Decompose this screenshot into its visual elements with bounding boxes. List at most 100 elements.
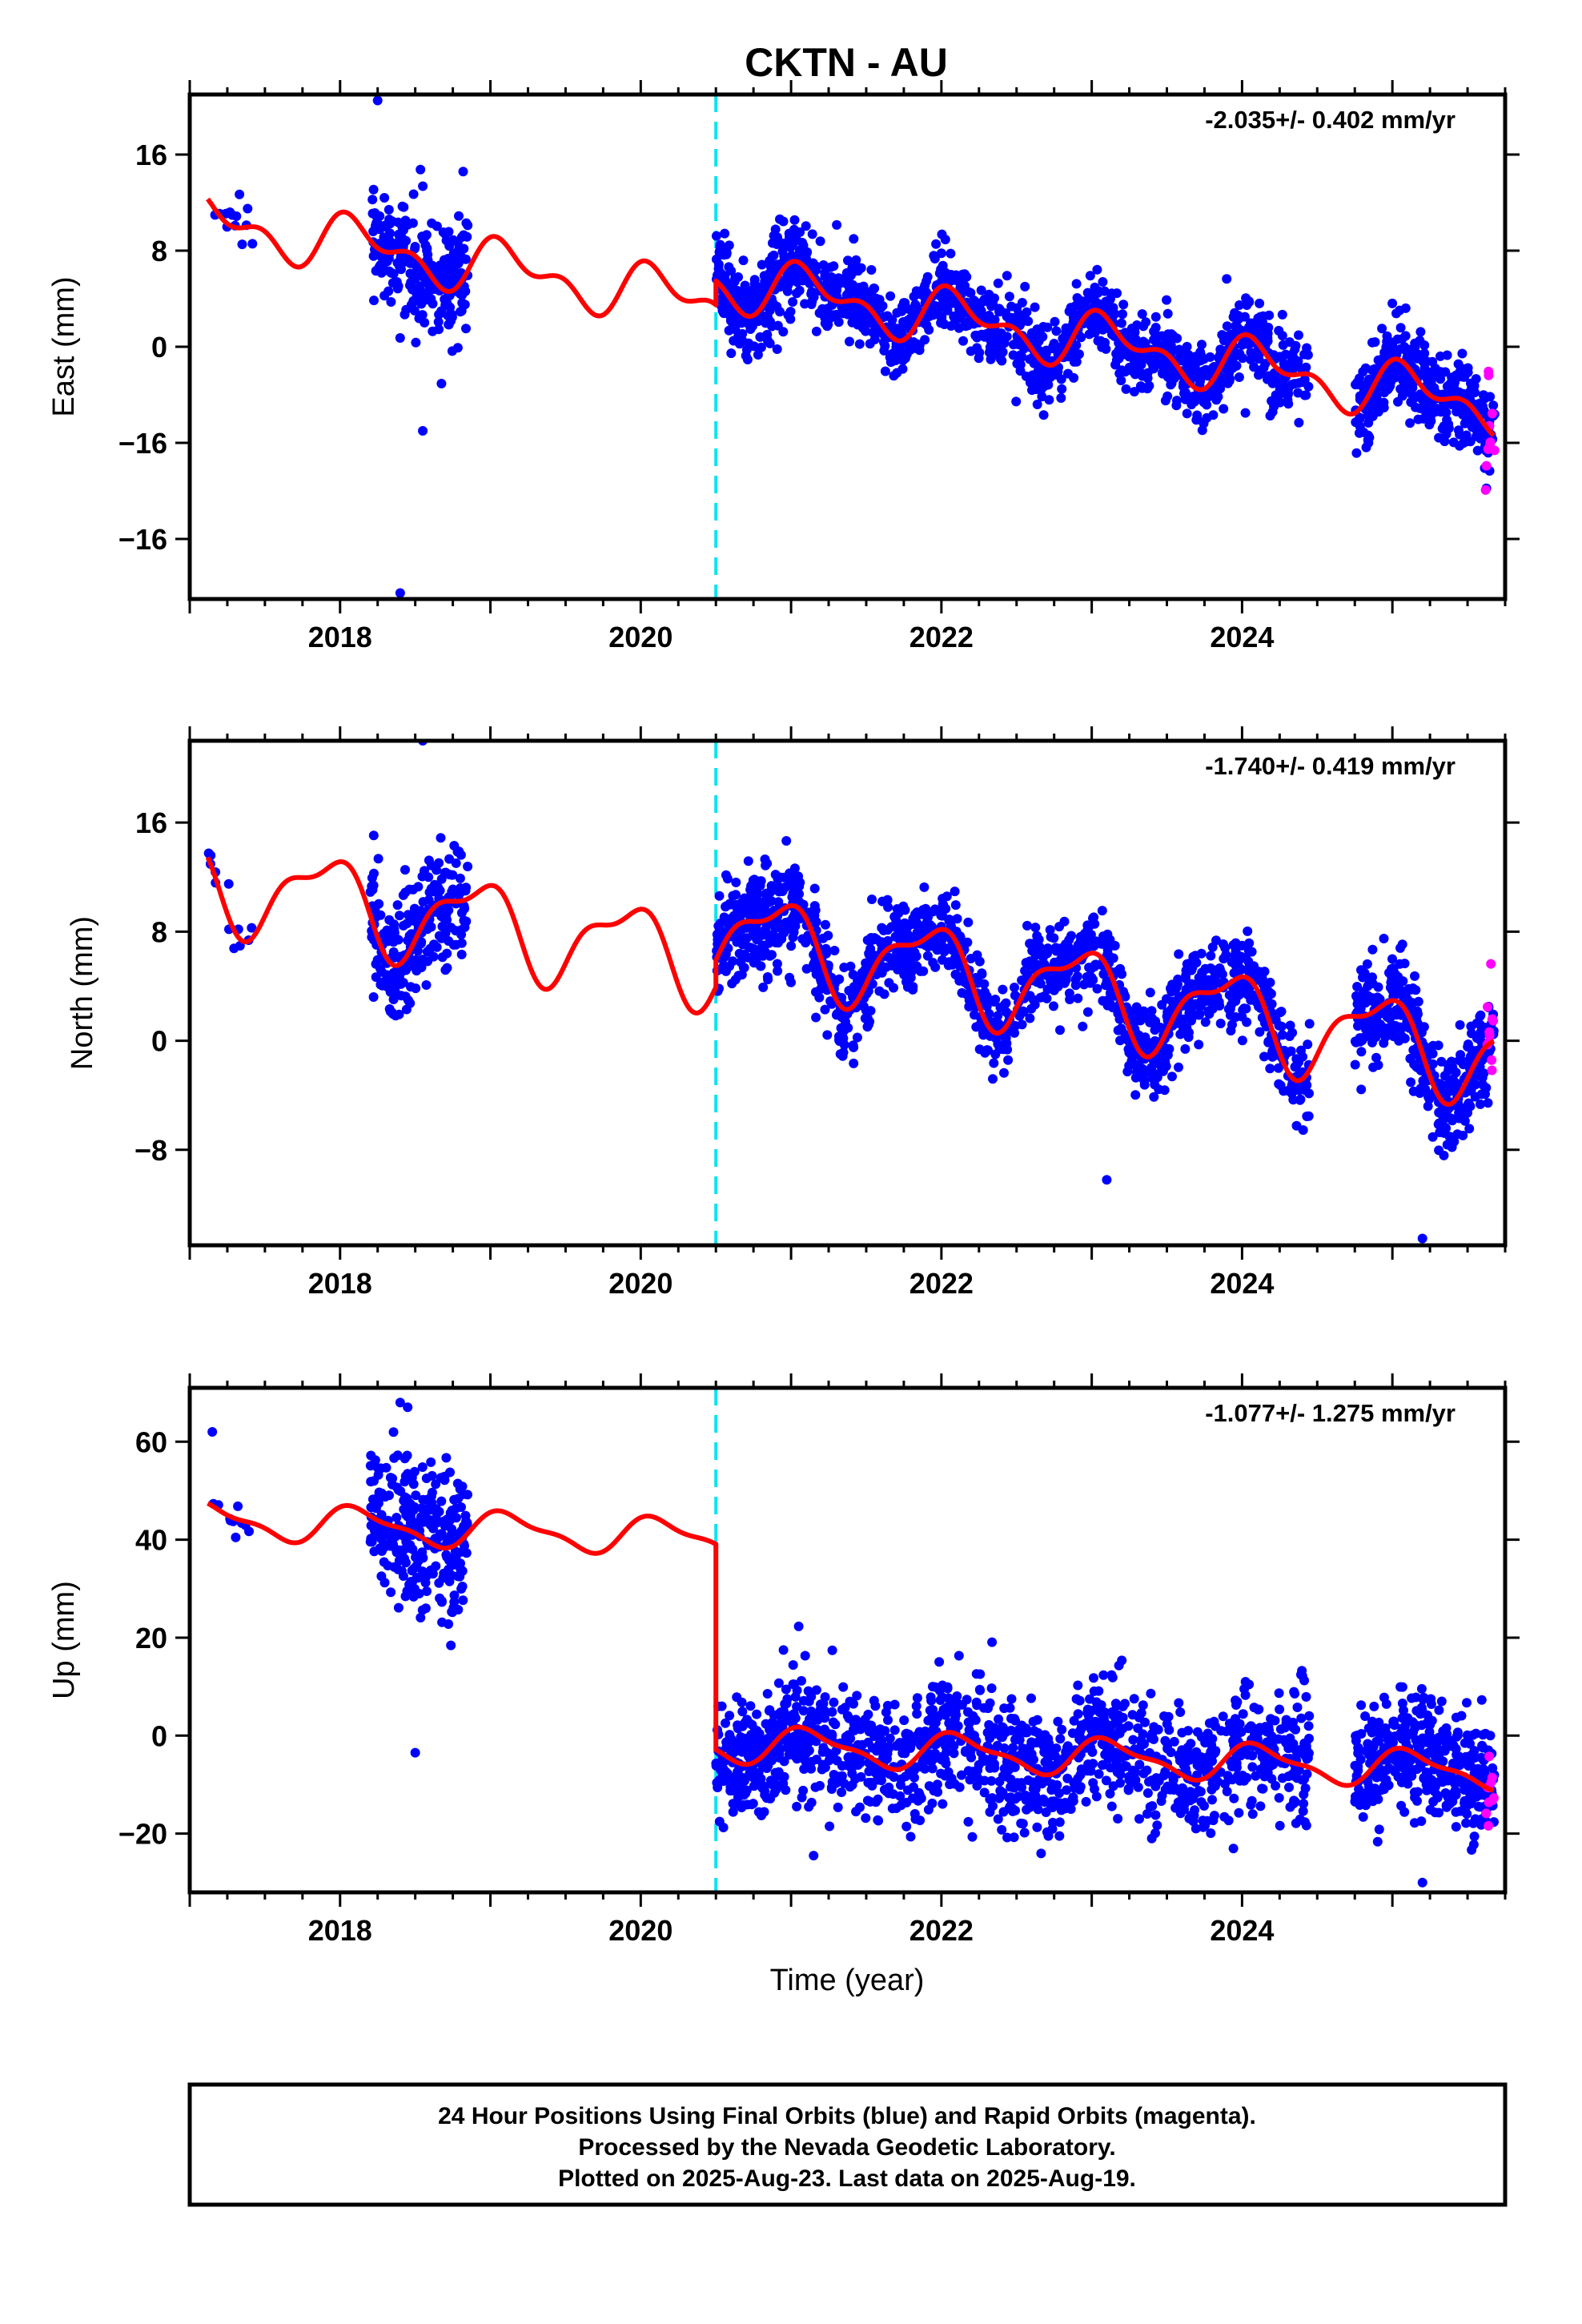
data-point [811, 987, 821, 997]
data-point [1275, 378, 1286, 388]
data-point [394, 229, 404, 239]
data-point [1129, 387, 1139, 397]
data-point [1436, 1056, 1447, 1067]
data-point [442, 948, 452, 959]
data-point [1044, 395, 1054, 405]
data-point [1038, 410, 1049, 420]
data-point [1455, 372, 1465, 382]
data-point [402, 1586, 412, 1596]
data-point [459, 230, 469, 240]
data-point [1129, 1694, 1139, 1704]
data-point [1051, 326, 1062, 336]
data-point [940, 235, 950, 245]
data-point [1271, 1015, 1281, 1025]
data-point [1090, 300, 1101, 310]
data-point [1435, 374, 1446, 384]
data-point [793, 871, 804, 882]
data-point [954, 304, 965, 315]
data-point [783, 310, 793, 320]
data-point [1072, 971, 1082, 982]
data-point [1277, 385, 1287, 396]
data-point [1082, 929, 1092, 939]
data-point [772, 344, 782, 354]
data-point [421, 980, 432, 990]
data-point [1480, 1089, 1490, 1100]
data-point [422, 924, 432, 935]
data-point [408, 1577, 417, 1587]
outlier-points [372, 95, 428, 598]
data-point [371, 972, 381, 983]
data-point [778, 216, 789, 227]
data-point [837, 1051, 848, 1061]
data-point [379, 1578, 390, 1588]
data-point [1476, 433, 1486, 444]
x-tick-label: 2018 [308, 621, 372, 653]
data-point [389, 1562, 400, 1572]
data-point [1088, 975, 1098, 985]
data-point [368, 992, 379, 1002]
data-point [745, 286, 756, 296]
data-point [1163, 341, 1174, 352]
data-point [1455, 1019, 1465, 1030]
data-point [1172, 396, 1182, 406]
data-point [950, 952, 961, 963]
data-point [1188, 395, 1199, 405]
data-point [1091, 936, 1102, 947]
data-point [753, 1807, 764, 1817]
data-point [1358, 367, 1368, 377]
data-point [897, 364, 908, 374]
data-point [420, 866, 429, 876]
data-point [1301, 390, 1311, 400]
data-point [1483, 1098, 1493, 1108]
data-point [993, 278, 1003, 288]
y-axis-label: North (mm) [66, 916, 99, 1070]
data-point [767, 251, 777, 262]
data-point [1463, 363, 1473, 373]
data-point [1050, 316, 1060, 327]
data-point [792, 288, 802, 299]
data-point [1447, 373, 1457, 384]
data-point [1275, 352, 1285, 362]
data-point [1085, 271, 1095, 281]
outlier-point [1417, 1233, 1427, 1244]
data-point [455, 1571, 465, 1582]
data-point [904, 343, 914, 353]
data-point [383, 253, 394, 263]
data-point [1237, 1035, 1247, 1046]
data-point [1164, 329, 1174, 340]
data-point [1277, 331, 1287, 341]
data-point [920, 280, 930, 291]
data-point [1059, 978, 1070, 988]
data-point [982, 996, 992, 1007]
data-point [231, 1532, 241, 1542]
data-point [832, 219, 842, 230]
data-point [373, 854, 383, 864]
data-point [1291, 1120, 1302, 1131]
data-point [1188, 951, 1199, 962]
data-point [441, 1453, 452, 1463]
data-point [1097, 906, 1107, 916]
data-point [1206, 951, 1216, 961]
data-point [1104, 305, 1114, 316]
data-point [818, 260, 829, 270]
data-point [385, 219, 396, 229]
data-point [1389, 981, 1399, 991]
data-point [738, 255, 749, 266]
data-point [375, 910, 386, 920]
data-point [1180, 394, 1191, 404]
data-point [433, 317, 444, 327]
y-tick-label: 0 [151, 1025, 167, 1058]
data-point [872, 935, 882, 944]
data-point [1049, 933, 1059, 943]
data-point [400, 887, 411, 898]
data-point [1382, 336, 1392, 347]
data-point [1276, 1007, 1287, 1017]
data-point [1017, 298, 1027, 308]
data-point [1455, 440, 1464, 451]
data-point [1487, 1014, 1497, 1024]
data-point [809, 901, 820, 911]
y-tick-label: 16 [135, 806, 167, 839]
data-point [1174, 949, 1184, 959]
data-point [400, 215, 411, 226]
data-point [1066, 303, 1076, 313]
